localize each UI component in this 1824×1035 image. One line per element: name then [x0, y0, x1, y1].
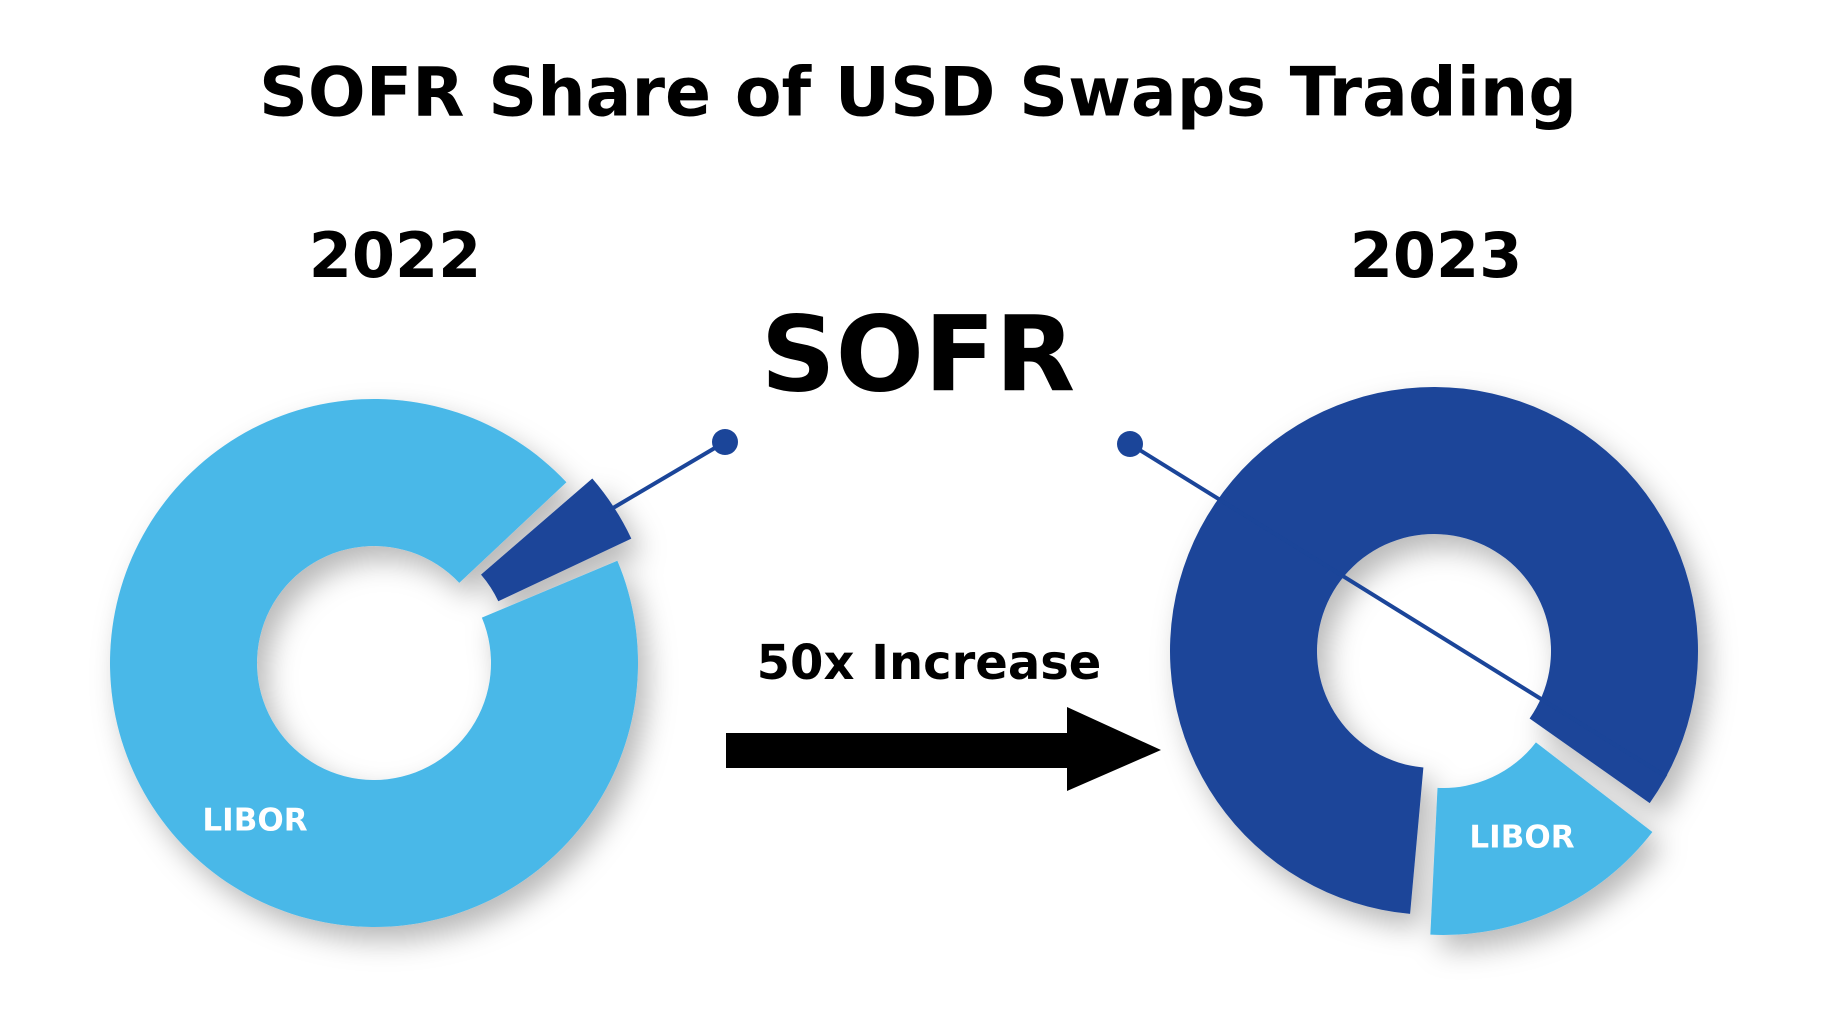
donut-slice [1430, 742, 1653, 935]
callout-line [607, 440, 727, 513]
arrow [726, 707, 1161, 791]
callout-line [1128, 442, 1668, 779]
donut-slice [110, 399, 639, 928]
sofr-callout: SOFR [761, 293, 1075, 415]
year-label: 2023 [1350, 219, 1523, 292]
donut [110, 399, 639, 928]
callout-dot [1117, 431, 1143, 457]
main-title: SOFR Share of USD Swaps Trading [259, 54, 1577, 133]
charts: LIBOR LIBOR [110, 386, 1698, 935]
donut [1170, 386, 1698, 935]
donut-slice [481, 478, 632, 602]
slice-label: LIBOR [202, 803, 307, 839]
increase-label: 50x Increase [757, 635, 1102, 691]
donut-slice [1170, 386, 1698, 914]
slice-label: LIBOR [1469, 820, 1574, 856]
year-label: 2022 [309, 219, 482, 292]
callout-dot [712, 429, 738, 455]
